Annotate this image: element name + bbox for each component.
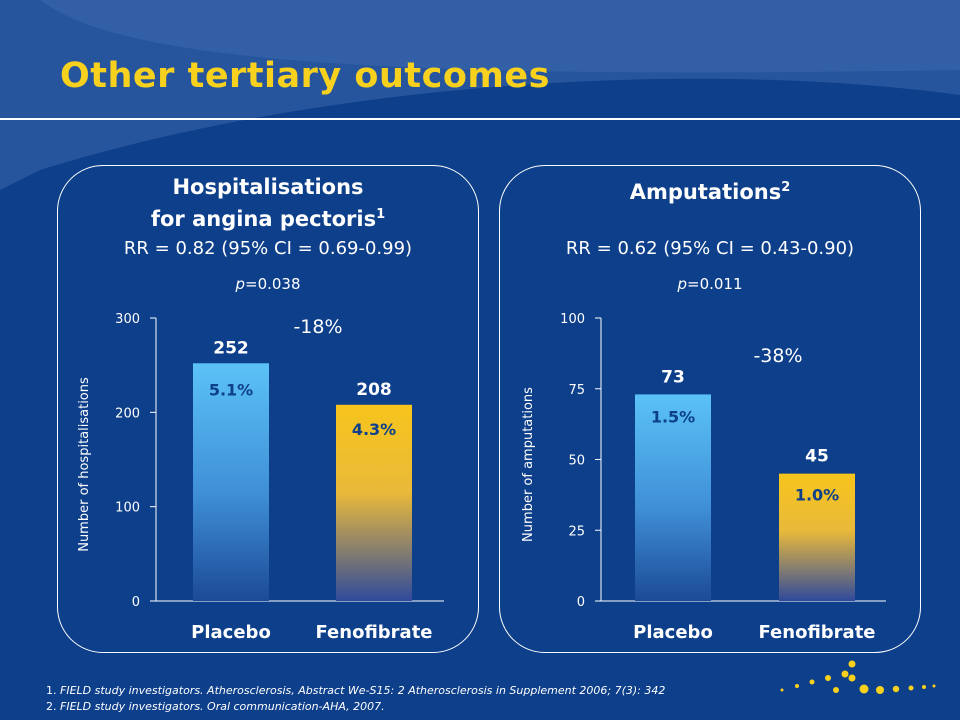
category-label: Placebo <box>191 622 271 643</box>
y-tick-label: 0 <box>577 595 585 610</box>
bar-percent-label: 1.5% <box>651 407 695 426</box>
p-number: =0.011 <box>687 275 743 293</box>
p-label: p <box>677 275 687 293</box>
footnote-text: FIELD study investigators. Oral communic… <box>60 700 385 713</box>
page-title: Other tertiary outcomes <box>60 56 550 96</box>
p-number: =0.038 <box>245 275 301 293</box>
bar-placebo <box>635 394 711 601</box>
panel-title: Amputations2 <box>500 174 920 206</box>
relative-risk: RR = 0.62 (95% CI = 0.43-0.90) <box>565 238 855 259</box>
panel-title: Hospitalisations for angina pectoris1 <box>58 174 478 233</box>
panel-title-line1: Hospitalisations <box>172 175 364 199</box>
decorative-dot <box>833 687 839 693</box>
footnote-ref: 1 <box>376 207 386 222</box>
bar-value-label: 45 <box>805 447 829 467</box>
p-value: p=0.011 <box>500 275 920 293</box>
y-axis-label: Number of amputations <box>521 387 536 542</box>
category-label: Fenofibrate <box>758 622 875 643</box>
bar-value-label: 73 <box>661 367 685 387</box>
footnote-2: 2. FIELD study investigators. Oral commun… <box>46 698 665 716</box>
bar-value-label: 208 <box>356 380 392 400</box>
y-tick-label: 75 <box>568 383 585 398</box>
decorative-dot <box>876 686 884 694</box>
title-divider <box>0 118 960 120</box>
decorative-dot <box>892 685 900 693</box>
decorative-dot <box>848 660 856 668</box>
p-value: p=0.038 <box>58 275 478 293</box>
y-tick-label: 25 <box>568 524 585 539</box>
decorative-dot <box>922 685 926 689</box>
decorative-dot <box>848 674 856 682</box>
panel-title-line1: Amputations <box>629 180 782 204</box>
decorative-dot <box>841 670 849 678</box>
y-tick-label: 200 <box>115 406 140 421</box>
y-tick-label: 50 <box>568 454 585 469</box>
y-tick-label: 0 <box>132 595 140 610</box>
decorative-dot <box>859 684 869 694</box>
decorative-dot <box>908 685 914 691</box>
decorative-dot <box>825 675 831 681</box>
y-tick-label: 100 <box>560 312 585 327</box>
bar-placebo <box>193 363 269 601</box>
y-tick-label: 300 <box>115 312 140 327</box>
bar-fenofibrate <box>779 473 855 601</box>
bar-fenofibrate <box>336 404 412 601</box>
decorative-dot <box>932 684 936 688</box>
panel-hospitalisations: Hospitalisations for angina pectoris1 RR… <box>57 165 479 653</box>
footnote-text: FIELD study investigators. Atheroscleros… <box>60 684 666 697</box>
relative-risk: RR = 0.82 (95% CI = 0.69-0.99) <box>123 238 413 259</box>
bar-percent-label: 5.1% <box>209 380 253 399</box>
category-label: Placebo <box>633 622 713 643</box>
bar-percent-label: 4.3% <box>352 420 396 439</box>
panel-title-line2: for angina pectoris <box>150 207 377 231</box>
footnotes: 1. FIELD study investigators. Atheroscler… <box>46 682 665 716</box>
change-label: -38% <box>753 345 802 367</box>
decorative-dot <box>780 688 784 692</box>
decorative-dot <box>809 679 815 685</box>
decorative-dot <box>795 684 799 688</box>
panel-amputations: Amputations2 RR = 0.62 (95% CI = 0.43-0.… <box>499 165 921 653</box>
footnote-1: 1. FIELD study investigators. Atheroscler… <box>46 682 665 700</box>
category-label: Fenofibrate <box>315 622 432 643</box>
p-label: p <box>235 275 245 293</box>
change-label: -18% <box>293 316 342 338</box>
footnote-number: 1. <box>46 684 57 697</box>
y-tick-label: 100 <box>115 501 140 516</box>
bar-percent-label: 1.0% <box>795 486 839 505</box>
footnote-number: 2. <box>46 700 57 713</box>
y-axis-label: Number of hospitalisations <box>77 377 92 552</box>
footnote-ref: 2 <box>781 180 791 195</box>
bar-value-label: 252 <box>213 338 249 358</box>
